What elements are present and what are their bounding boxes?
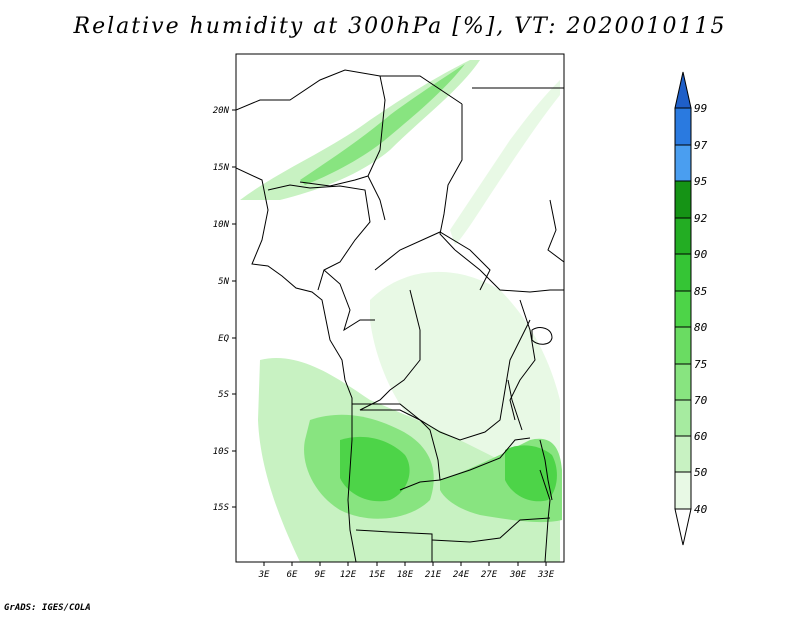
border-nigeria <box>267 184 371 291</box>
colorbar-segment-60-70 <box>674 399 692 437</box>
lon-label-18e: 18E <box>397 570 414 580</box>
lat-label-5n: 5N <box>218 277 229 287</box>
border-mali-niger <box>299 175 386 221</box>
lon-label-3e: 3E <box>258 570 270 580</box>
colorbar-label-50: 50 <box>694 466 708 479</box>
credit-text: GrADS: IGES/COLA <box>4 603 91 613</box>
humidity-field <box>240 60 562 562</box>
lake-victoria <box>531 327 553 345</box>
lon-label-12e: 12E <box>340 570 357 580</box>
border-car <box>374 231 491 291</box>
lake-malawi <box>539 439 553 501</box>
border-niger-chad <box>367 75 386 177</box>
border-algeria-libya <box>236 69 463 111</box>
humidity-area-malawi-core <box>505 445 557 502</box>
colorbar-label-99: 99 <box>694 102 707 115</box>
colorbar-label-95: 95 <box>694 175 707 188</box>
lon-label-21e: 21E <box>425 570 442 580</box>
border-zimbabwe <box>431 517 551 543</box>
colorbar-label-80: 80 <box>694 321 708 334</box>
colorbar-segment-90-92 <box>674 217 692 255</box>
map-title: Relative humidity at 300hPa [%], VT: 202… <box>73 14 727 39</box>
colorbar-segment-80-85 <box>674 290 692 328</box>
colorbar-segment-40-50 <box>674 471 692 510</box>
colorbar-segment-50-60 <box>674 435 692 473</box>
colorbar-segment-97-99 <box>674 107 692 146</box>
border-namibia-botswana <box>355 529 433 562</box>
colorbar-label-75: 75 <box>694 358 707 371</box>
colorbar-label-60: 60 <box>694 430 708 443</box>
longitude-axis: 3E 6E 9E 12E 15E 18E 21E 24E 27E 30E 33E <box>258 562 555 580</box>
lon-label-6e: 6E <box>287 570 298 580</box>
colorbar-segment-above-99 <box>674 71 692 109</box>
colorbar-label-40: 40 <box>694 503 708 516</box>
colorbar-segment-70-75 <box>674 363 692 401</box>
lat-label-eq: EQ <box>218 334 229 344</box>
lat-label-20n: 20N <box>213 106 230 116</box>
lat-label-10n: 10N <box>213 220 230 230</box>
lon-label-33e: 33E <box>537 570 555 580</box>
lon-label-27e: 27E <box>481 570 498 580</box>
colorbar-label-97: 97 <box>694 139 708 152</box>
colorbar: 40 50 60 70 75 80 85 90 92 95 97 99 <box>674 71 708 546</box>
colorbar-label-70: 70 <box>694 394 708 407</box>
border-south-sudan <box>454 249 564 293</box>
latitude-axis: 20N 15N 10N 5N EQ 5S 10S 15S <box>213 106 236 513</box>
colorbar-segment-75-80 <box>674 326 692 365</box>
lon-label-24e: 24E <box>453 570 470 580</box>
colorbar-segment-below-40 <box>674 508 692 546</box>
colorbar-label-92: 92 <box>694 212 708 225</box>
colorbar-label-85: 85 <box>694 285 707 298</box>
border-chad-sudan <box>439 104 463 251</box>
border-mozambique <box>539 469 551 562</box>
border-cameroon <box>323 269 375 332</box>
lon-label-30e: 30E <box>509 570 527 580</box>
border-zambia <box>439 437 531 481</box>
coastline-west <box>236 167 357 562</box>
lat-label-10s: 10S <box>213 447 230 457</box>
border-east-africa <box>509 299 536 421</box>
border-angola-zambia <box>352 403 441 491</box>
humidity-area-angola-inner <box>340 436 410 502</box>
lon-label-15e: 15E <box>369 570 386 580</box>
colorbar-segment-85-90 <box>674 253 692 292</box>
country-borders <box>236 69 564 562</box>
map-frame <box>235 53 565 563</box>
lat-label-5s: 5S <box>218 390 229 400</box>
lon-label-9e: 9E <box>315 570 326 580</box>
border-sudan-ethiopia <box>547 199 564 263</box>
lat-label-15s: 15S <box>213 503 230 513</box>
lake-tanganyika <box>507 379 523 431</box>
humidity-area-sudan <box>450 80 560 245</box>
colorbar-segment-92-95 <box>674 180 692 219</box>
lat-label-15n: 15N <box>213 163 230 173</box>
colorbar-segment-95-97 <box>674 144 692 182</box>
colorbar-label-90: 90 <box>694 248 708 261</box>
